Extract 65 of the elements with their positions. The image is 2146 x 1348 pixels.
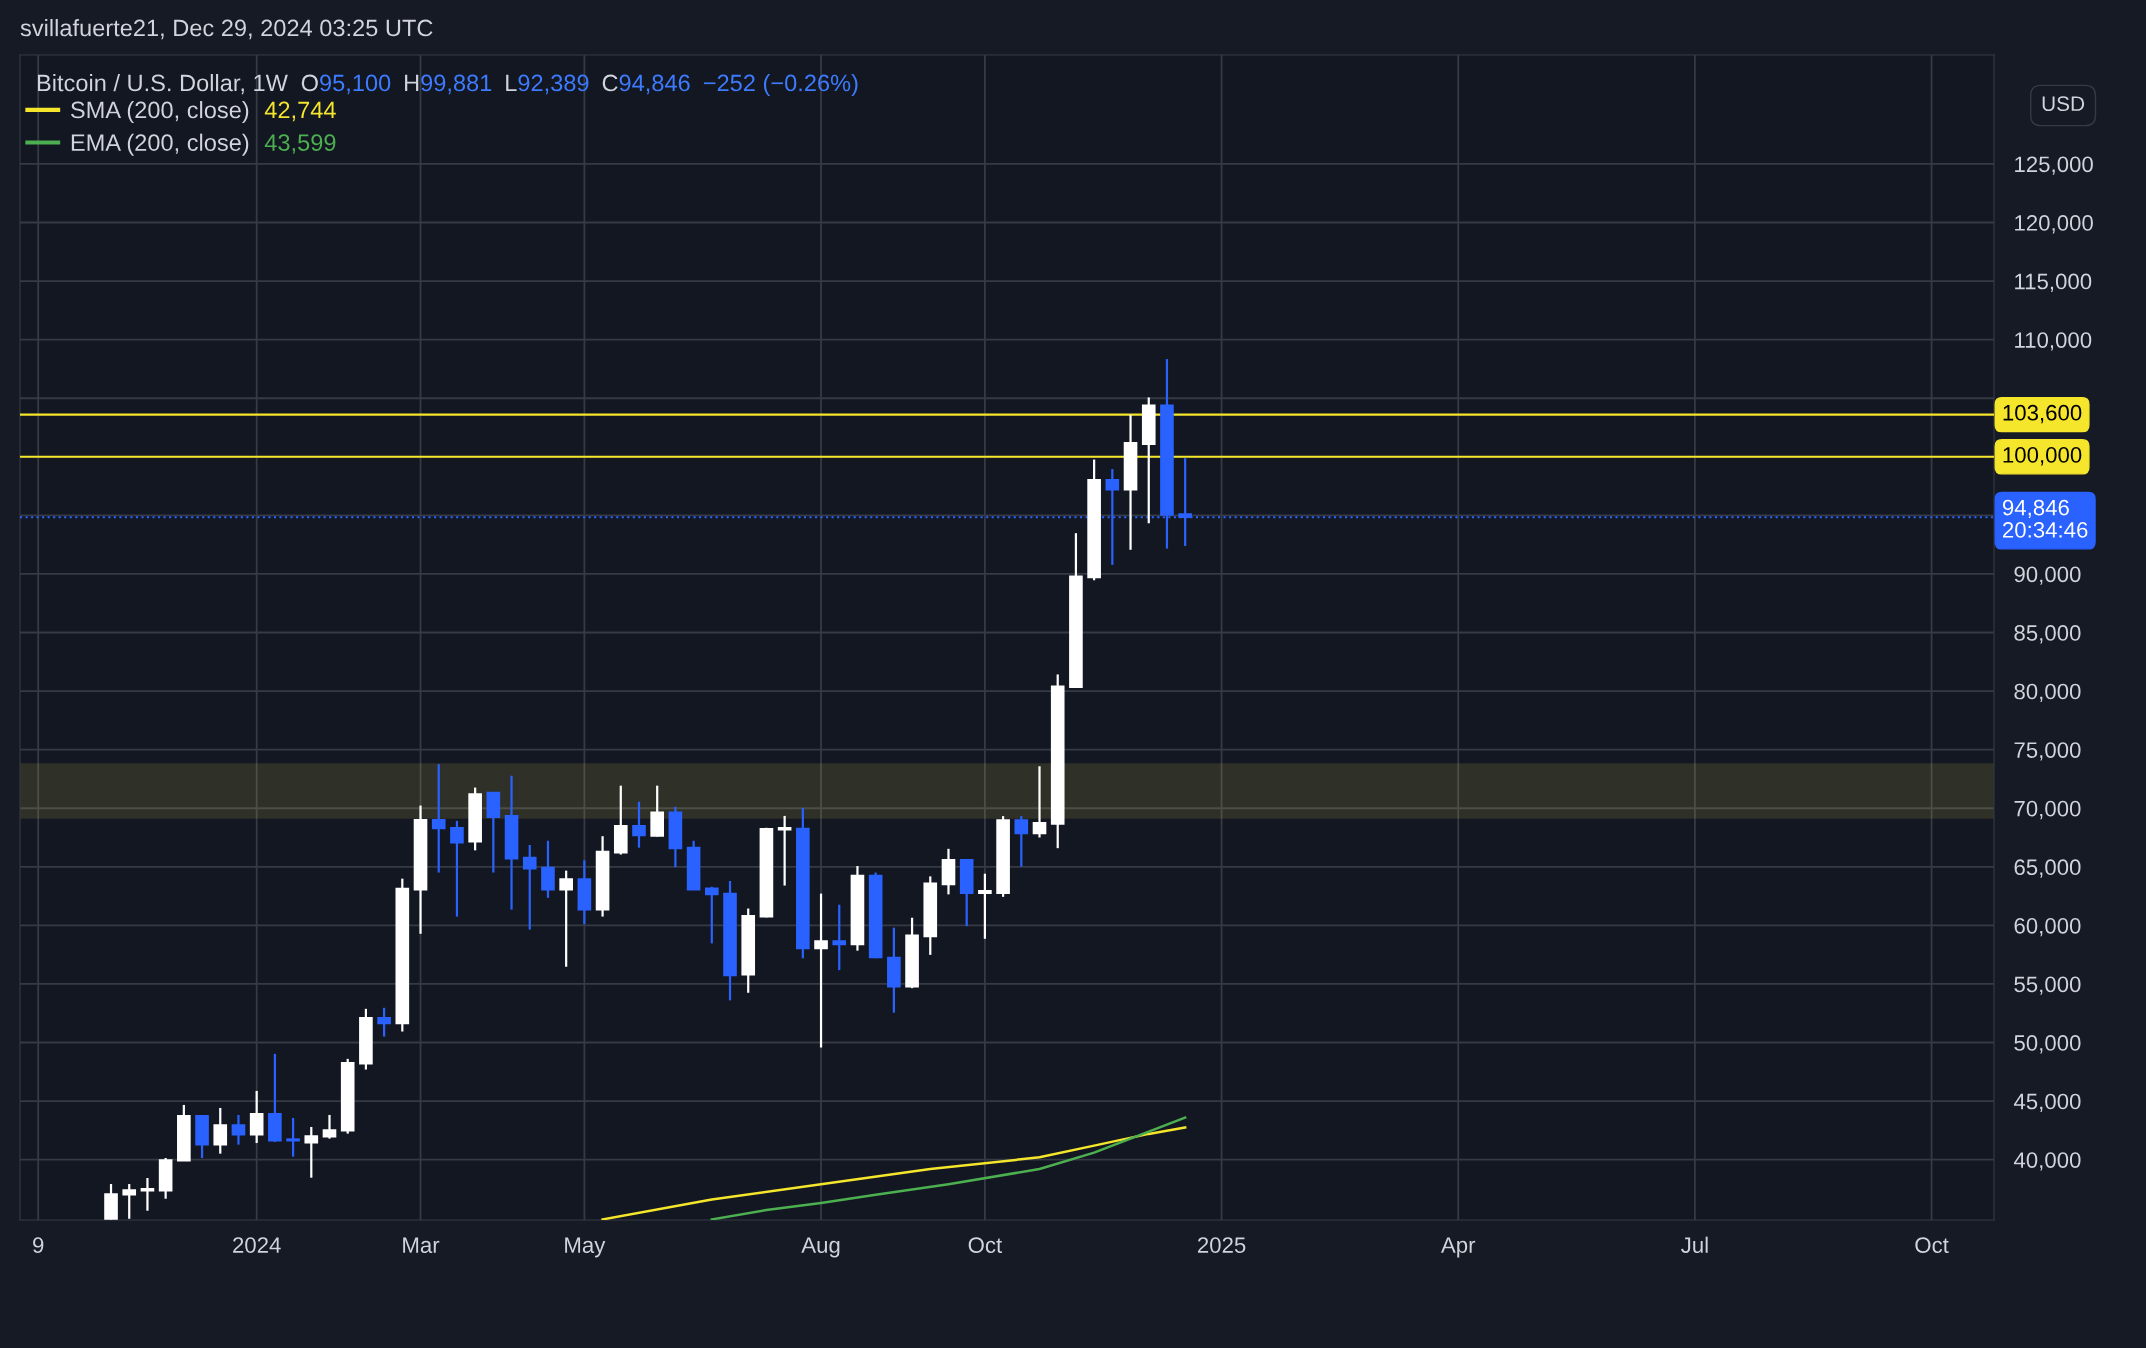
- y-tick-label: 120,000: [2015, 215, 2093, 234]
- chart-title: svillafuerte21, Dec 29, 2024 03:25 UTC: [20, 19, 433, 40]
- y-tick-label: 45,000: [2013, 1093, 2081, 1112]
- y-tick-label: 50,000: [2014, 1035, 2081, 1054]
- candlestick: [814, 892, 828, 1049]
- y-tick-label: 75,000: [2014, 742, 2081, 761]
- annotation: O95,100: [301, 74, 391, 95]
- annotation: H99,881: [405, 74, 492, 95]
- candlestick: [559, 869, 573, 968]
- annotation: C94,846: [602, 74, 690, 95]
- ref-line-label: 103,600: [2003, 404, 2082, 424]
- candlestick: [231, 1113, 246, 1146]
- annotation: L92,389: [506, 74, 589, 95]
- y-tick-label: 80,000: [2014, 683, 2081, 702]
- legend-label: SMA (200, close): [70, 101, 249, 123]
- x-tick-label: Mar: [403, 1237, 440, 1253]
- x-tick-label: Aug: [801, 1237, 840, 1258]
- annotation: −252 (−0.26%): [703, 74, 858, 96]
- candlestick: [541, 839, 555, 899]
- ref-line-label: 94,846 20:34:46: [2002, 499, 2088, 538]
- candlestick: [978, 872, 992, 940]
- candlestick: [249, 1089, 264, 1145]
- annotation: 42,744: [264, 101, 336, 122]
- candlestick: [632, 800, 646, 849]
- y-tick-label: 90,000: [2014, 566, 2081, 585]
- candlestick: [304, 1125, 319, 1179]
- x-tick-label: May: [565, 1237, 606, 1258]
- x-tick-label: 9: [33, 1237, 44, 1253]
- candlestick: [1014, 814, 1029, 868]
- text: Bitcoin / U.S. Dollar, 1W: [37, 74, 288, 95]
- candlestick: [522, 843, 537, 931]
- x-tick-label: 2024: [233, 1237, 281, 1253]
- y-tick-label: 40,000: [2013, 1152, 2081, 1171]
- y-tick-label: 85,000: [2014, 625, 2081, 644]
- line-series: [601, 1126, 1187, 1220]
- y-tick-label: 65,000: [2014, 859, 2081, 878]
- y-tick-label: 60,000: [2014, 917, 2081, 937]
- y-tick-label: 115,000: [2015, 273, 2092, 292]
- x-tick-label: Oct: [968, 1237, 1003, 1253]
- candlestick: [450, 819, 464, 918]
- candlestick: [286, 1116, 300, 1158]
- y-tick-label: 110,000: [2015, 332, 2092, 351]
- candlestick: [122, 1182, 137, 1220]
- candlestick: [377, 1006, 391, 1038]
- x-tick-label: Oct: [1915, 1237, 1949, 1253]
- y-tick-label: 70,000: [2014, 800, 2081, 820]
- candlestick: [431, 763, 446, 874]
- x-tick-label: Apr: [1440, 1237, 1476, 1258]
- candlestick: [1032, 765, 1047, 839]
- candlestick: [650, 784, 665, 838]
- x-tick-label: Jul: [1681, 1236, 1708, 1253]
- candlestick: [777, 814, 792, 887]
- candlestick: [832, 903, 847, 972]
- y-tick-label: 125,000: [2015, 156, 2093, 175]
- legend-label: EMA (200, close): [71, 133, 249, 156]
- ref-line-label: 100,000: [2003, 447, 2082, 466]
- candlestick: [140, 1176, 155, 1212]
- annotation: 43,599: [264, 134, 336, 154]
- candlestick: [213, 1106, 228, 1155]
- y-axis-title: USD: [2042, 96, 2085, 112]
- line-series: [710, 1116, 1187, 1220]
- x-tick-label: 2025: [1197, 1237, 1246, 1253]
- y-tick-label: 55,000: [2014, 976, 2081, 995]
- candlestick: [322, 1113, 337, 1140]
- candlestick: [704, 885, 719, 945]
